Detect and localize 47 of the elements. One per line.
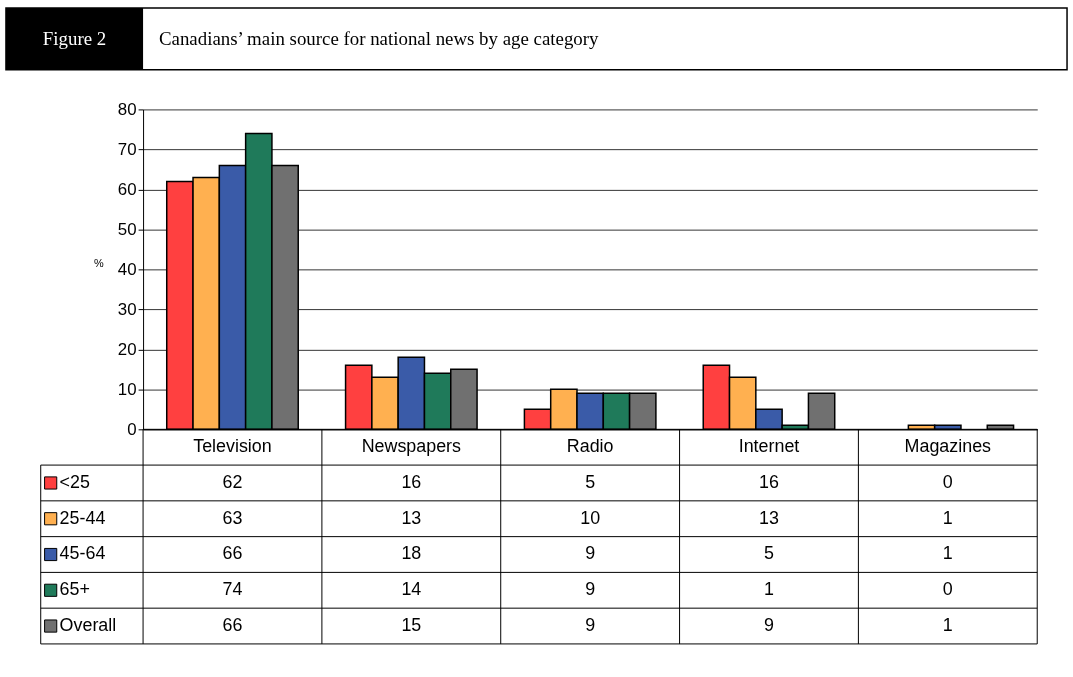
legend-label: Overall — [59, 615, 117, 636]
data-label: 16 — [759, 471, 779, 492]
data-label: 1 — [942, 615, 953, 636]
data-label: 13 — [401, 507, 422, 528]
data-label: 13 — [759, 507, 779, 528]
data-label: 16 — [401, 471, 422, 492]
data-label: 66 — [222, 543, 243, 564]
y-tick-label: 50 — [117, 219, 137, 239]
legend-label: <25 — [59, 471, 90, 492]
data-label: 63 — [222, 507, 243, 528]
y-tick-label: 10 — [117, 379, 137, 399]
legend-label: 65+ — [59, 579, 90, 600]
y-tick-label: 40 — [117, 259, 137, 279]
data-label: 15 — [401, 615, 422, 636]
y-tick-label: 0 — [127, 419, 137, 439]
data-label: 9 — [585, 615, 596, 636]
data-label: 5 — [585, 471, 596, 492]
y-tick-label: 20 — [117, 339, 137, 359]
data-label: 1 — [942, 507, 953, 528]
y-tick-label: 60 — [117, 179, 137, 199]
data-label: 0 — [942, 471, 953, 492]
x-tick-label: Internet — [738, 436, 800, 457]
data-label: 9 — [585, 543, 596, 564]
x-tick-label: Magazines — [904, 436, 992, 457]
x-tick-label: Radio — [566, 436, 614, 457]
caption: Figure 2 — [42, 27, 107, 49]
data-label: 9 — [585, 579, 596, 600]
y-tick-label: 30 — [117, 299, 137, 319]
data-label: 14 — [401, 579, 422, 600]
data-label: 18 — [401, 543, 422, 564]
y-tick-label: 70 — [117, 139, 137, 159]
data-label: 74 — [222, 579, 243, 600]
data-label: 1 — [942, 543, 953, 564]
data-label: 10 — [580, 507, 601, 528]
x-tick-label: Television — [193, 436, 272, 457]
data-label: 5 — [764, 543, 775, 564]
legend-label: 45-64 — [59, 543, 106, 564]
legend-label: 25-44 — [59, 507, 106, 528]
data-label: 66 — [222, 615, 243, 636]
data-label: 62 — [222, 471, 243, 492]
chart-title: Canadians’ main source for national news by age category — [158, 27, 600, 49]
y-tick-label: 80 — [117, 99, 137, 119]
data-label: 0 — [942, 579, 953, 600]
data-label: 1 — [764, 579, 775, 600]
y-axis-title: % — [94, 256, 104, 269]
data-label: 9 — [764, 615, 775, 636]
x-tick-label: Newspapers — [361, 436, 462, 457]
